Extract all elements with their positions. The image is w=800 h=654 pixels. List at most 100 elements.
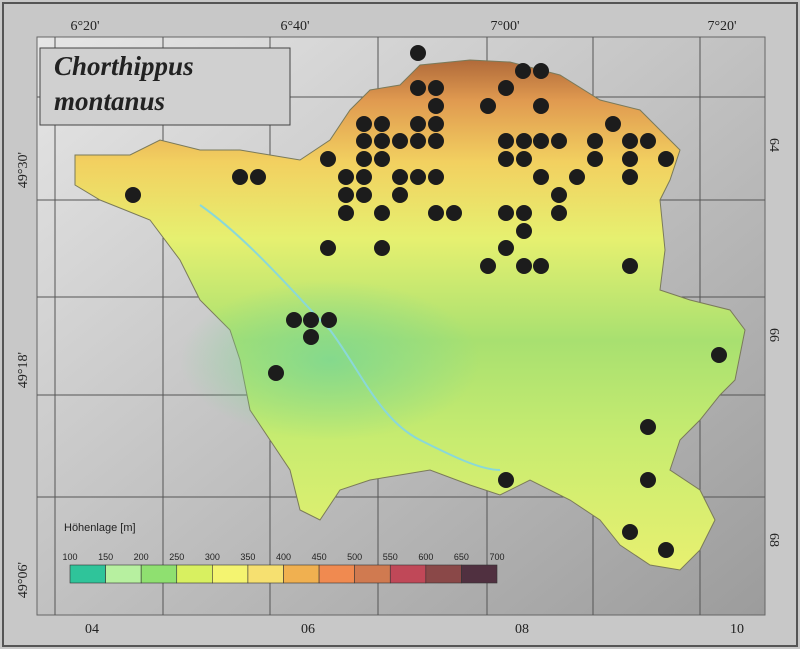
occurrence-dot	[622, 258, 638, 274]
legend-label: 650	[454, 552, 469, 562]
left-label: 49°30'	[16, 152, 31, 188]
occurrence-dot	[428, 169, 444, 185]
occurrence-dot	[516, 223, 532, 239]
legend-label: 250	[169, 552, 184, 562]
legend-swatch	[212, 564, 249, 584]
occurrence-dot	[428, 116, 444, 132]
legend-swatch	[425, 564, 462, 584]
occurrence-dot	[356, 187, 372, 203]
legend-label: 100	[62, 552, 77, 562]
legend-swatch	[283, 564, 320, 584]
occurrence-dot	[374, 240, 390, 256]
occurrence-dot	[498, 240, 514, 256]
river	[199, 204, 501, 471]
occurrence-dot	[356, 133, 372, 149]
occurrence-dot	[498, 205, 514, 221]
occurrence-dot	[410, 116, 426, 132]
legend-swatch	[354, 564, 391, 584]
legend-label: 200	[134, 552, 149, 562]
occurrence-dot	[356, 116, 372, 132]
legend-swatch	[461, 564, 498, 584]
legend-label: 150	[98, 552, 113, 562]
bottom-label: 10	[730, 622, 744, 637]
occurrence-dot	[622, 151, 638, 167]
occurrence-dot	[392, 169, 408, 185]
occurrence-dot	[640, 472, 656, 488]
occurrence-dot	[374, 116, 390, 132]
occurrence-dot	[516, 151, 532, 167]
legend-swatch	[140, 564, 178, 584]
right-label: 66	[766, 328, 781, 342]
occurrence-dot	[338, 169, 354, 185]
top-label: 6°20'	[70, 19, 99, 34]
legend-label: 700	[489, 552, 504, 562]
occurrence-dot	[533, 133, 549, 149]
occurrence-dot	[428, 133, 444, 149]
title: montanus	[54, 86, 165, 116]
bottom-label: 04	[85, 622, 99, 637]
occurrence-dot	[498, 151, 514, 167]
valley-area	[180, 280, 480, 440]
occurrence-dot	[125, 187, 141, 203]
legend-label: 350	[240, 552, 255, 562]
occurrence-dot	[587, 133, 603, 149]
occurrence-dot	[480, 258, 496, 274]
occurrence-dot	[533, 63, 549, 79]
occurrence-dot	[498, 133, 514, 149]
occurrence-dot	[374, 205, 390, 221]
right-label: 68	[766, 533, 781, 547]
occurrence-dot	[320, 151, 336, 167]
occurrence-dot	[515, 63, 531, 79]
occurrence-dot	[268, 365, 284, 381]
occurrence-dot	[498, 472, 514, 488]
legend-swatch	[389, 564, 427, 584]
occurrence-dot	[446, 205, 462, 221]
top-label: 7°00'	[490, 19, 519, 34]
title: Chorthippus	[54, 51, 194, 81]
left-label: 49°18'	[16, 352, 31, 388]
occurrence-dot	[551, 205, 567, 221]
title-box	[39, 47, 291, 126]
legend-swatch	[176, 564, 213, 584]
occurrence-dot	[605, 116, 621, 132]
occurrence-dot	[410, 45, 426, 61]
occurrence-dot	[551, 187, 567, 203]
legend: Höhenlage [m] 100 150 200 250 300 350 400 450 500…	[62, 522, 505, 584]
legend-label: 450	[312, 552, 327, 562]
occurrence-dot	[303, 312, 319, 328]
occurrence-dot	[250, 169, 266, 185]
legend-label: 400	[276, 552, 291, 562]
occurrence-dot	[516, 258, 532, 274]
occurrence-dot	[428, 205, 444, 221]
legend-label: 600	[418, 552, 433, 562]
occurrence-dot	[321, 312, 337, 328]
occurrence-dot	[374, 151, 390, 167]
occurrence-dot	[320, 240, 336, 256]
occurrence-dot	[658, 151, 674, 167]
occurrence-dot	[338, 205, 354, 221]
right-label: 64	[766, 138, 781, 152]
occurrence-dot	[392, 133, 408, 149]
legend-title: Höhenlage [m]	[64, 522, 136, 534]
legend-label: 500	[347, 552, 362, 562]
occurrence-dot	[569, 169, 585, 185]
occurrence-dot	[428, 98, 444, 114]
occurrence-dot	[356, 169, 372, 185]
legend-swatch	[247, 564, 284, 584]
legend-label: 300	[205, 552, 220, 562]
occurrence-dot	[622, 169, 638, 185]
bottom-label: 06	[301, 622, 315, 637]
occurrence-dot	[410, 169, 426, 185]
legend-swatch	[318, 564, 355, 584]
occurrence-dot	[374, 133, 390, 149]
occurrence-dot	[622, 524, 638, 540]
occurrence-dot	[533, 169, 549, 185]
legend-label: 550	[383, 552, 398, 562]
occurrence-dot	[428, 80, 444, 96]
occurrence-dot	[516, 133, 532, 149]
occurrence-dot	[480, 98, 496, 114]
occurrence-dot	[516, 205, 532, 221]
